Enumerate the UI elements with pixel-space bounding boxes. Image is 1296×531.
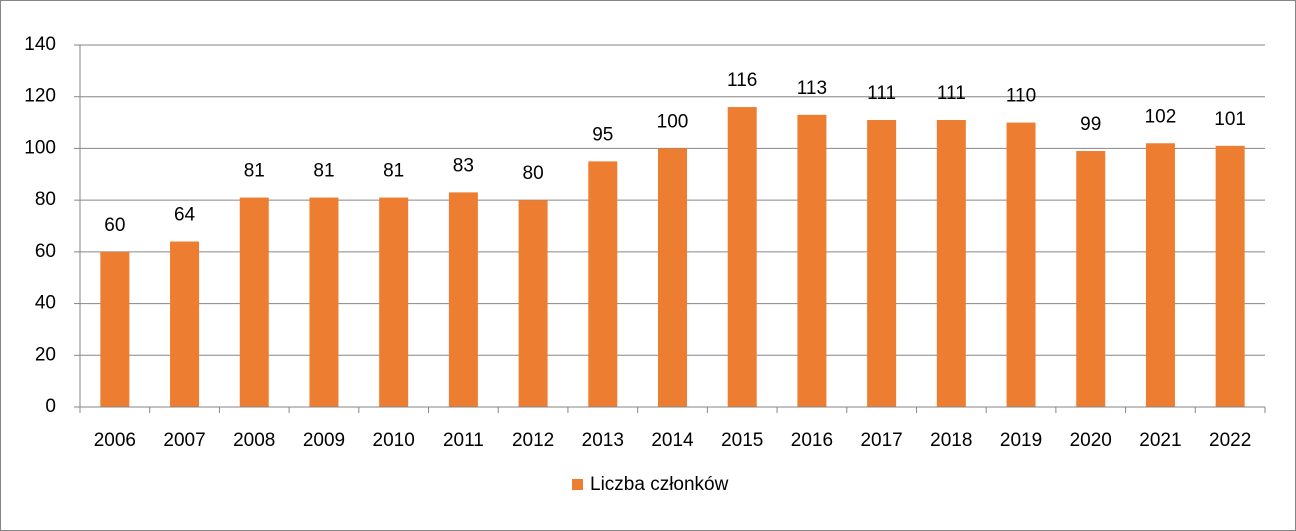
x-tick-label: 2022: [1209, 430, 1251, 451]
bar: [797, 114, 827, 408]
x-tick-label: 2018: [930, 430, 972, 451]
data-label: 60: [104, 215, 125, 236]
bar: [588, 161, 618, 407]
data-label: 95: [592, 124, 613, 145]
data-label: 99: [1080, 114, 1101, 135]
bar: [170, 241, 200, 407]
data-label: 81: [313, 161, 334, 182]
data-label: 64: [174, 205, 196, 226]
y-tick-label: 120: [24, 86, 56, 107]
x-tick-label: 2019: [1000, 430, 1042, 451]
x-tick-label: 2008: [233, 430, 275, 451]
y-tick-label: 80: [35, 189, 56, 210]
y-tick-label: 20: [35, 344, 56, 365]
x-tick-label: 2006: [94, 430, 136, 451]
bar: [1006, 122, 1036, 408]
y-tick-label: 0: [45, 396, 56, 417]
data-label: 111: [937, 83, 966, 104]
bar: [100, 251, 130, 407]
y-tick-label: 60: [35, 241, 56, 262]
data-label: 101: [1214, 109, 1246, 130]
x-tick-label: 2012: [512, 430, 554, 451]
bar: [309, 197, 339, 407]
data-label: 102: [1145, 106, 1177, 127]
data-label: 111: [867, 83, 896, 104]
x-tick-label: 2013: [582, 430, 624, 451]
data-label: 81: [383, 161, 404, 182]
data-label: 116: [727, 70, 757, 91]
y-tick-label: 40: [35, 293, 56, 314]
bar: [727, 107, 757, 408]
x-tick-label: 2014: [651, 430, 694, 451]
x-tick-label: 2016: [791, 430, 833, 451]
data-label: 110: [1006, 86, 1036, 107]
y-tick-label: 100: [24, 137, 56, 158]
bar: [936, 119, 966, 407]
data-label: 80: [523, 163, 544, 184]
data-label: 100: [657, 111, 689, 132]
legend-label: Liczba członków: [590, 474, 729, 495]
bar: [1145, 143, 1175, 407]
bar: [448, 192, 478, 407]
bar: [379, 197, 409, 407]
data-label: 83: [453, 155, 474, 176]
data-label: 81: [244, 161, 265, 182]
data-label: 113: [797, 78, 827, 99]
x-tick-label: 2007: [163, 430, 205, 451]
bar: [1215, 145, 1245, 408]
bar: [1076, 151, 1106, 407]
x-tick-label: 2015: [721, 430, 763, 451]
x-tick-label: 2009: [303, 430, 345, 451]
bar: [867, 119, 897, 407]
bar: [239, 197, 269, 407]
bar: [658, 148, 687, 407]
bar: [518, 200, 548, 407]
y-tick-label: 140: [24, 34, 56, 55]
x-tick-label: 2011: [443, 430, 484, 451]
x-tick-label: 2017: [860, 430, 902, 451]
x-tick-label: 2021: [1139, 430, 1181, 451]
x-tick-label: 2010: [373, 430, 415, 451]
x-tick-label: 2020: [1070, 430, 1112, 451]
legend-swatch: [572, 479, 583, 490]
